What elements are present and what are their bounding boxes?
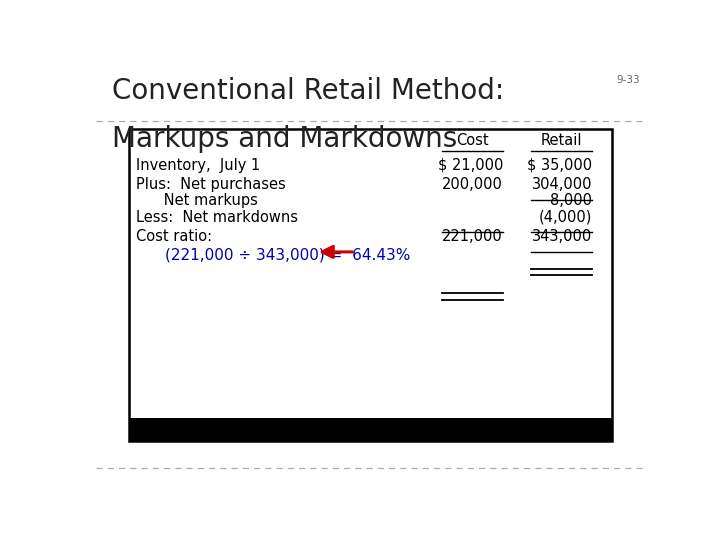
Text: Retail: Retail xyxy=(541,133,582,148)
Text: Markups and Markdowns: Markups and Markdowns xyxy=(112,125,458,153)
Text: Inventory,  July 1: Inventory, July 1 xyxy=(136,158,260,173)
Text: $ 21,000: $ 21,000 xyxy=(438,158,503,173)
Text: 304,000: 304,000 xyxy=(531,177,593,192)
Bar xyxy=(129,418,612,441)
Text: 200,000: 200,000 xyxy=(442,177,503,192)
Text: 343,000: 343,000 xyxy=(532,228,593,244)
Text: Cost ratio:: Cost ratio: xyxy=(136,228,212,244)
Text: 9-33: 9-33 xyxy=(616,75,639,85)
Text: Less:  Net markdowns: Less: Net markdowns xyxy=(136,210,298,225)
Text: Plus:  Net purchases: Plus: Net purchases xyxy=(136,177,286,192)
Text: $ 35,000: $ 35,000 xyxy=(527,158,593,173)
Text: 8,000: 8,000 xyxy=(550,193,593,208)
Text: (4,000): (4,000) xyxy=(539,210,593,225)
Text: Cost: Cost xyxy=(456,133,489,148)
Text: Net markups: Net markups xyxy=(136,193,258,208)
Text: Conventional Retail Method:: Conventional Retail Method: xyxy=(112,77,505,105)
Text: 221,000: 221,000 xyxy=(442,228,503,244)
Text: (221,000 ÷ 343,000) =  64.43%: (221,000 ÷ 343,000) = 64.43% xyxy=(166,247,410,262)
